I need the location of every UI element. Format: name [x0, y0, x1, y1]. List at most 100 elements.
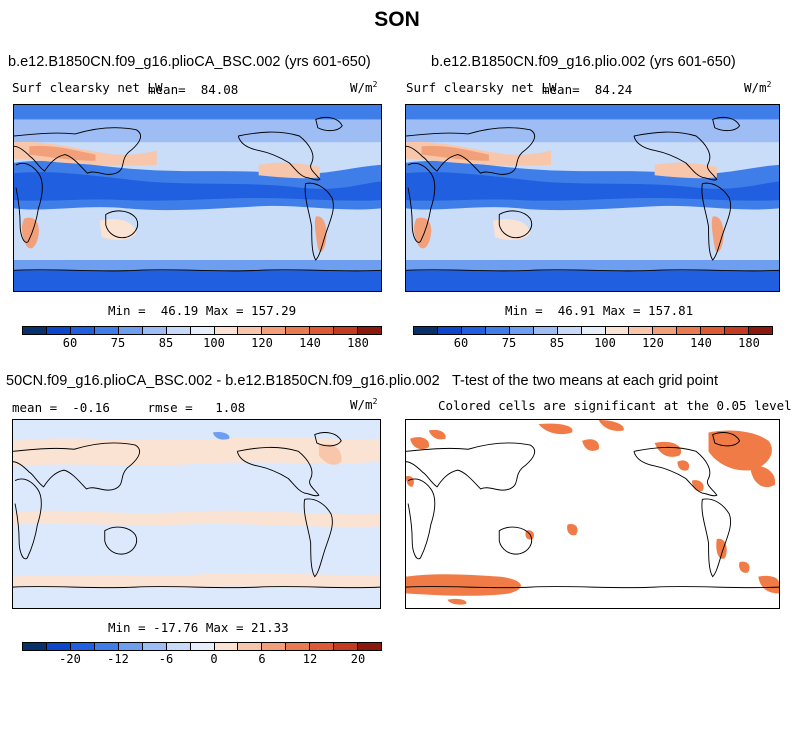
- units-base: W/m: [350, 397, 373, 413]
- colorbar-upper-left-tick-label: 120: [251, 336, 273, 350]
- min-value: 46.19: [160, 303, 199, 318]
- colorbar-upper-right-swatch: [581, 327, 606, 334]
- colorbar-upper-right-tick-label: 120: [642, 336, 664, 350]
- colorbar-lower-left-tick-label: 20: [350, 652, 366, 666]
- colorbar-upper-left-swatch: [166, 327, 191, 334]
- mean-label: mean=: [148, 82, 186, 97]
- colorbar-lower-left-swatch: [214, 643, 239, 650]
- min-value: 46.91: [557, 303, 596, 318]
- colorbar-upper-left-swatch: [190, 327, 215, 334]
- colorbar-upper-left-tick-label: 180: [347, 336, 369, 350]
- colorbar-lower-left-swatch: [190, 643, 215, 650]
- colorbar-upper-right: [413, 326, 773, 335]
- colorbar-lower-left-tick-label: 12: [302, 652, 318, 666]
- max-value: 21.33: [251, 620, 289, 635]
- units-exp: 2: [766, 80, 772, 89]
- colorbar-lower-left-tick-label: 0: [210, 652, 218, 666]
- colorbar-upper-left-swatch: [358, 327, 382, 334]
- map-upper-right: [405, 104, 780, 292]
- panel-title-upper-left: b.e12.B1850CN.f09_g16.plioCA_BSC.002 (yr…: [8, 54, 371, 70]
- units-base: W/m: [744, 80, 767, 96]
- colorbar-lower-left-swatch: [238, 643, 263, 650]
- min-label: Min =: [108, 303, 146, 318]
- colorbar-upper-right-swatch: [461, 327, 486, 334]
- colorbar-lower-left-swatch: [142, 643, 167, 650]
- colorbar-upper-right-swatch: [653, 327, 678, 334]
- colorbar-upper-left-tick-label: 140: [299, 336, 321, 350]
- colorbar-upper-right-swatch: [414, 327, 438, 334]
- colorbar-lower-left-swatch: [358, 643, 382, 650]
- panel-title-upper-right: b.e12.B1850CN.f09_g16.plio.002 (yrs 601-…: [431, 54, 736, 70]
- max-label: Max =: [205, 303, 244, 318]
- colorbar-upper-left-swatch: [238, 327, 263, 334]
- colorbar-upper-right-swatch: [557, 327, 582, 334]
- mean-value: 84.24: [594, 82, 633, 97]
- colorbar-upper-right-swatch: [629, 327, 654, 334]
- min-value: -17.76: [153, 620, 199, 635]
- colorbar-upper-right-swatch: [701, 327, 726, 334]
- colorbar-lower-left-swatch: [118, 643, 143, 650]
- colorbar-upper-left-swatch: [310, 327, 335, 334]
- colorbar-upper-left-swatch: [70, 327, 95, 334]
- colorbar-ticks-upper-left: 60 75 85 100 120 140 180: [22, 336, 382, 350]
- colorbar-upper-left-tick-label: 85: [158, 336, 174, 350]
- colorbar-upper-left-swatch: [118, 327, 143, 334]
- units-exp: 2: [372, 80, 378, 89]
- colorbar-upper-left-tick-label: 100: [203, 336, 225, 350]
- mean-value: 84.08: [200, 82, 239, 97]
- colorbar-upper-left-tick-label: 75: [110, 336, 126, 350]
- colorbar-lower-left-swatch: [46, 643, 71, 650]
- colorbar-upper-right-swatch: [605, 327, 630, 334]
- colorbar-upper-right-tick-label: 180: [738, 336, 760, 350]
- stats-lower-left: mean = -0.16 rmse = 1.08: [12, 400, 245, 415]
- colorbar-upper-left-tick-label: 60: [62, 336, 78, 350]
- colorbar-upper-right-tick-label: 75: [501, 336, 517, 350]
- colorbar-upper-left-swatch: [23, 327, 47, 334]
- colorbar-upper-right-tick-label: 60: [453, 336, 469, 350]
- mean-readout-upper-right: mean= 84.24: [542, 82, 632, 97]
- colorbar-lower-left-tick-label: -20: [59, 652, 81, 666]
- colorbar-upper-left-swatch: [214, 327, 239, 334]
- colorbar-upper-right-swatch: [509, 327, 534, 334]
- mean-label: mean =: [12, 400, 58, 415]
- colorbar-lower-left-tick-label: -6: [158, 652, 174, 666]
- rmse-label: rmse =: [147, 400, 193, 415]
- colorbar-lower-left-swatch: [262, 643, 287, 650]
- colorbar-lower-left-swatch: [334, 643, 359, 650]
- colorbar-upper-left-swatch: [46, 327, 71, 334]
- colorbar-upper-right-tick-label: 85: [549, 336, 565, 350]
- units-upper-right: W/m2: [744, 80, 771, 95]
- units-lower-left: W/m2: [350, 397, 377, 412]
- panel-title-lower-right: T-test of the two means at each grid poi…: [452, 373, 718, 389]
- colorbar-lower-left-swatch: [94, 643, 119, 650]
- colorbar-upper-right-swatch: [533, 327, 558, 334]
- units-upper-left: W/m2: [350, 80, 377, 95]
- colorbar-upper-right-swatch: [725, 327, 750, 334]
- colorbar-upper-left-swatch: [262, 327, 287, 334]
- max-value: 157.81: [648, 303, 694, 318]
- colorbar-lower-left-swatch: [23, 643, 47, 650]
- min-label: Min =: [108, 620, 146, 635]
- panel-title-lower-left: 50CN.f09_g16.plioCA_BSC.002 - b.e12.B185…: [6, 373, 440, 389]
- colorbar-lower-left-swatch: [166, 643, 191, 650]
- minmax-upper-right: Min = 46.91 Max = 157.81: [505, 303, 693, 318]
- figure-title: SON: [374, 8, 420, 31]
- colorbar-upper-right-swatch: [485, 327, 510, 334]
- colorbar-upper-right-tick-label: 100: [594, 336, 616, 350]
- colorbar-lower-left-tick-label: 6: [258, 652, 266, 666]
- colorbar-lower-left-swatch: [70, 643, 95, 650]
- colorbar-upper-right-swatch: [749, 327, 773, 334]
- colorbar-lower-left-swatch: [310, 643, 335, 650]
- colorbar-upper-right-swatch: [677, 327, 702, 334]
- map-lower-left: [12, 419, 381, 609]
- variable-label-upper-left: Surf clearsky net LW: [12, 80, 163, 95]
- colorbar-upper-left-swatch: [286, 327, 311, 334]
- colorbar-ticks-lower-left: -20 -12 -6 0 6 12 20: [22, 652, 382, 666]
- map-lower-right: [405, 419, 780, 609]
- mean-readout-upper-left: mean= 84.08: [148, 82, 238, 97]
- colorbar-upper-right-swatch: [437, 327, 462, 334]
- colorbar-upper-left-swatch: [94, 327, 119, 334]
- map-upper-left: [13, 104, 382, 292]
- colorbar-lower-left: [22, 642, 382, 651]
- units-base: W/m: [350, 80, 373, 96]
